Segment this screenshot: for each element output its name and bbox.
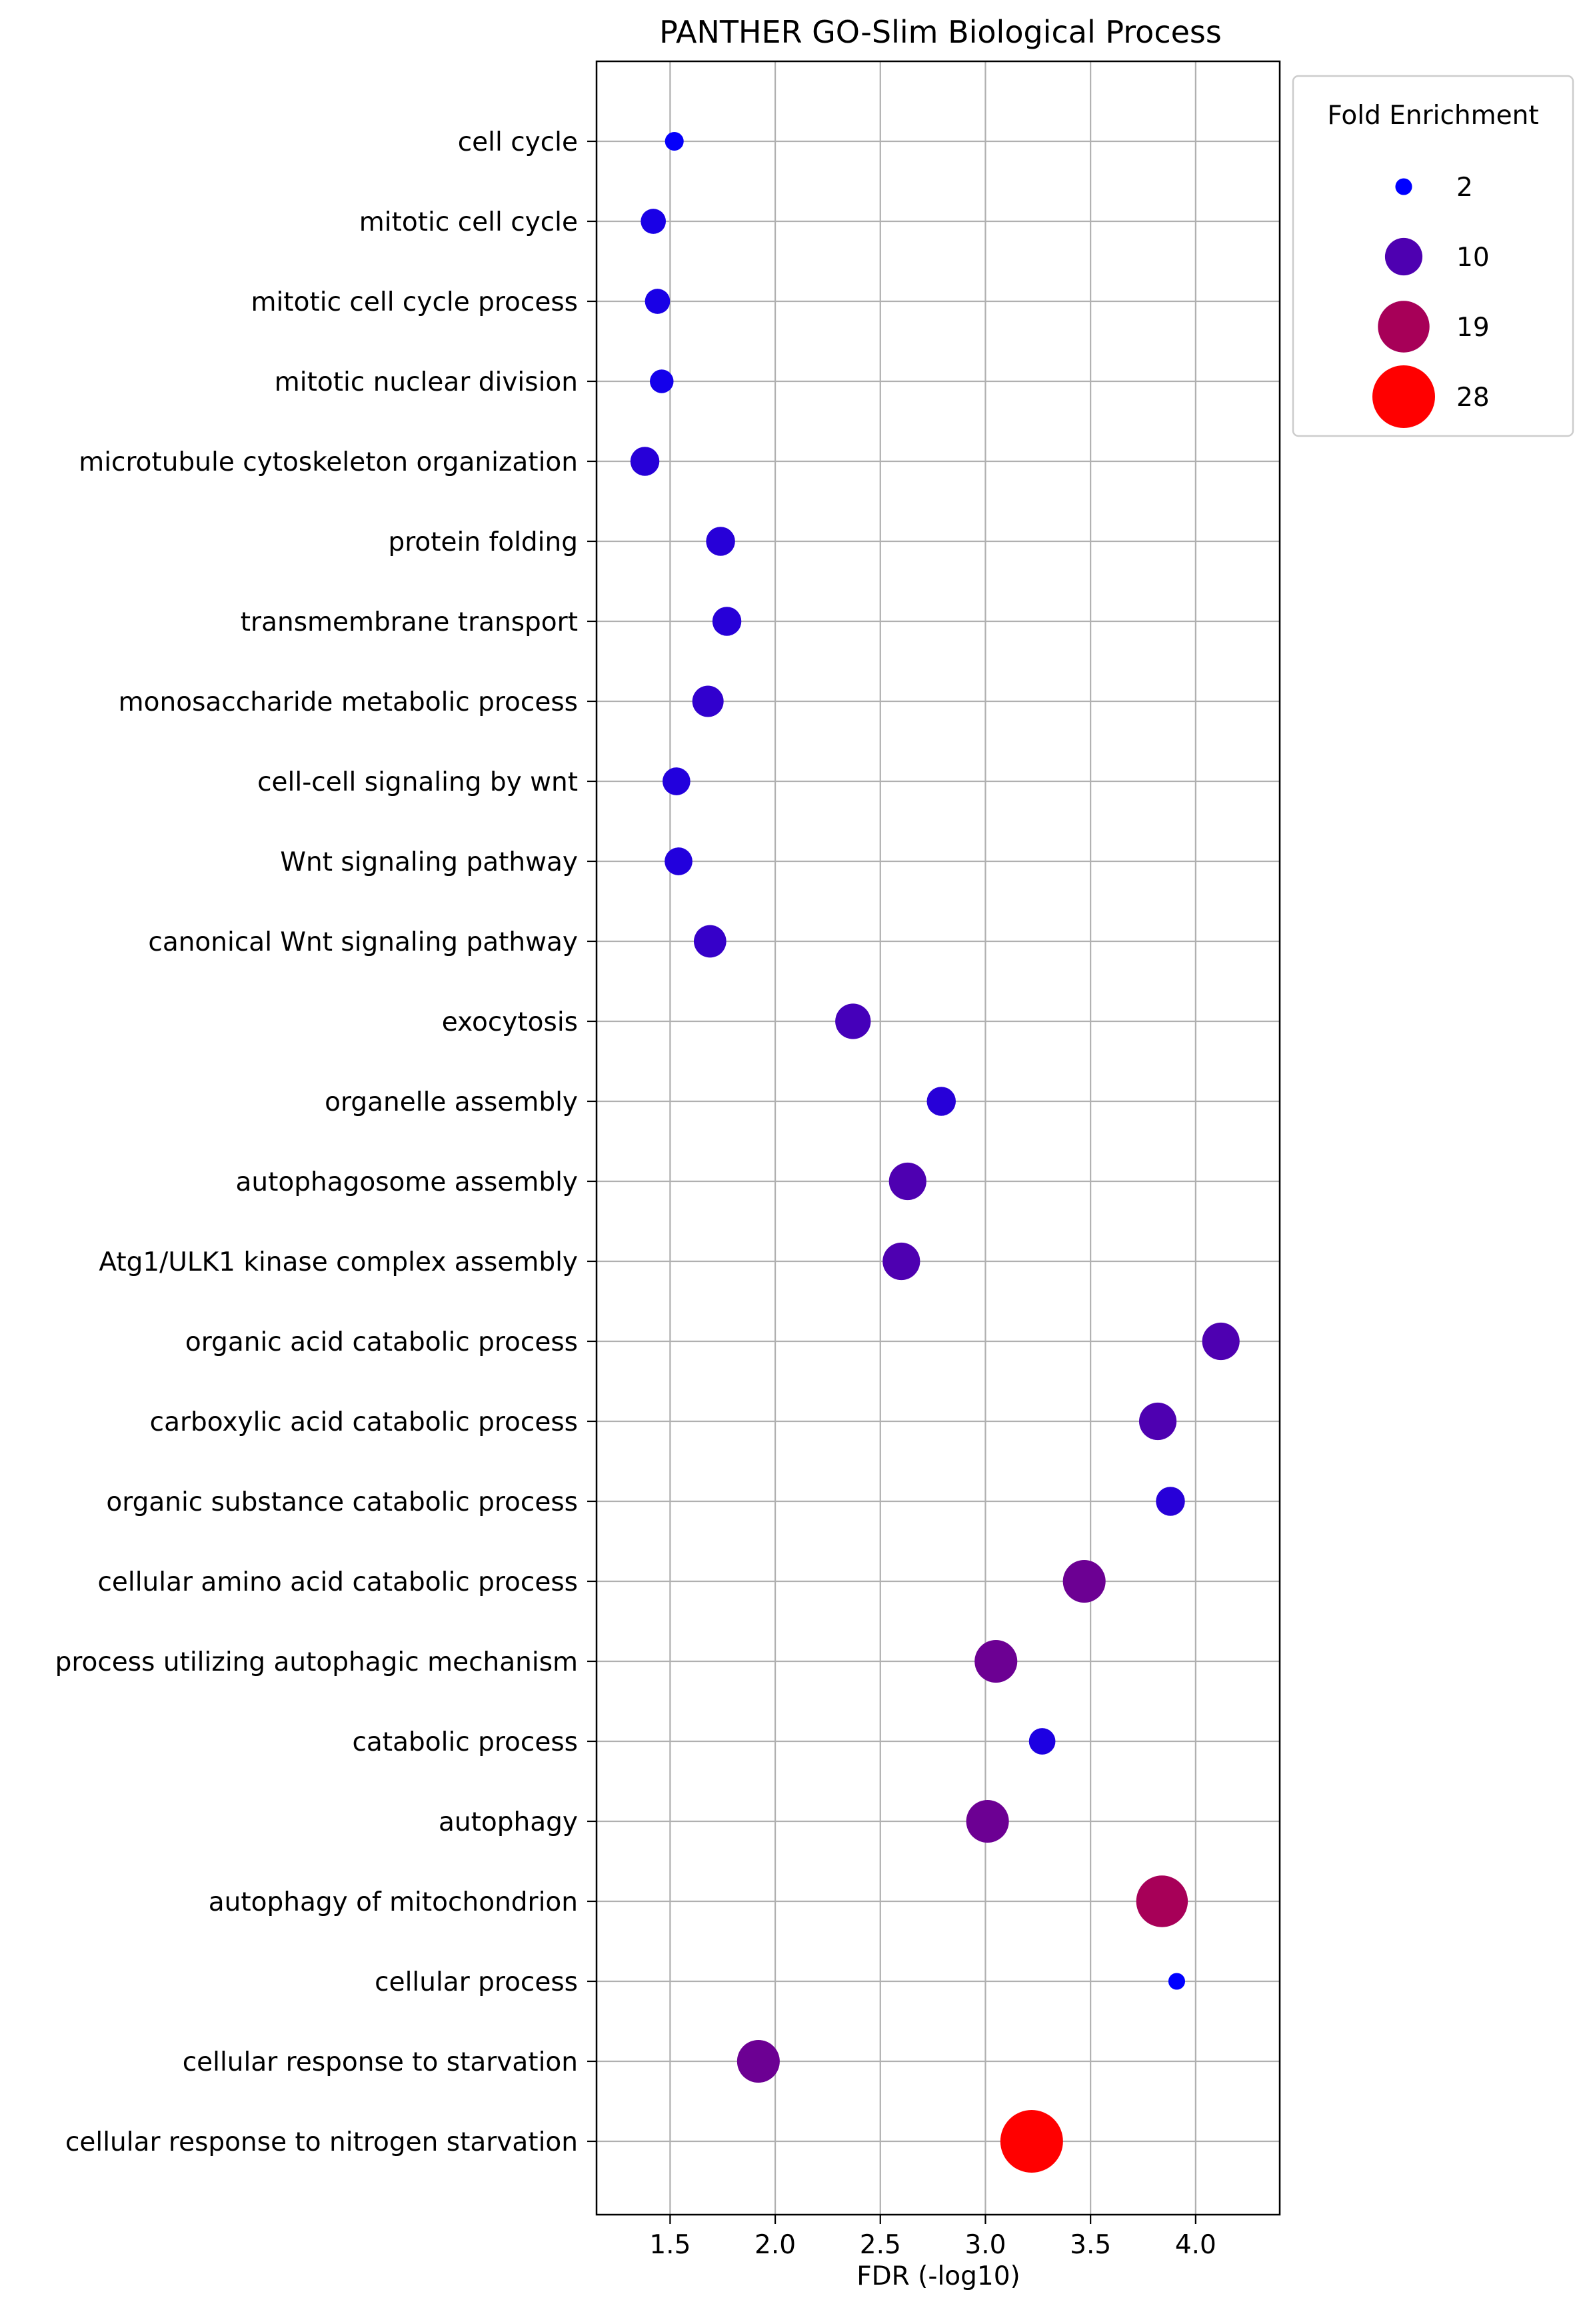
data-point (665, 847, 693, 875)
y-tick-label: catabolic process (352, 1727, 578, 1757)
y-tick-label: exocytosis (442, 1007, 578, 1037)
data-point (1000, 2110, 1063, 2173)
x-tick-label: 3.5 (1070, 2230, 1111, 2260)
y-tick-label: autophagy of mitochondrion (209, 1887, 578, 1917)
chart-title: PANTHER GO-Slim Biological Process (659, 14, 1222, 50)
legend-label: 28 (1456, 383, 1490, 413)
y-tick-label: organic substance catabolic process (106, 1487, 578, 1517)
y-tick-label: canonical Wnt signaling pathway (148, 927, 578, 957)
y-tick-label: organic acid catabolic process (185, 1327, 578, 1357)
data-point (1138, 1402, 1177, 1441)
x-tick-label: 2.0 (755, 2230, 796, 2260)
y-tick-label: cellular process (375, 1967, 578, 1997)
data-point (706, 527, 735, 556)
legend-label: 10 (1456, 243, 1490, 273)
x-axis: 1.5 2.0 2.5 3.0 3.5 4.0 (649, 2215, 1216, 2260)
y-tick-label: monosaccharide metabolic process (119, 687, 578, 717)
y-tick-label: Atg1/ULK1 kinase complex assembly (99, 1247, 578, 1277)
y-tick-label: cell-cell signaling by wnt (257, 767, 578, 797)
data-point (1062, 1559, 1106, 1603)
data-point (1136, 1875, 1188, 1927)
grid (597, 61, 1280, 2215)
y-tick-label: cell cycle (458, 127, 578, 157)
y-tick-label: cellular amino acid catabolic process (97, 1567, 578, 1597)
data-point (966, 1799, 1009, 1843)
y-tick-label: organelle assembly (325, 1087, 578, 1117)
x-tick-label: 3.0 (964, 2230, 1006, 2260)
y-tick-label: cellular response to nitrogen starvation (65, 2127, 578, 2157)
y-tick-label: mitotic cell cycle (359, 207, 578, 237)
legend-marker (1395, 178, 1412, 195)
legend-marker (1384, 237, 1423, 276)
data-point (1168, 1973, 1186, 1990)
data-point (630, 447, 660, 476)
y-axis: cell cycle mitotic cell cycle mitotic cell… (55, 127, 597, 2157)
y-tick-label: mitotic cell cycle process (251, 287, 578, 317)
y-tick-label: Wnt signaling pathway (280, 847, 578, 877)
x-tick-label: 1.5 (649, 2230, 691, 2260)
x-axis-title: FDR (-log10) (856, 2261, 1020, 2291)
y-tick-label: cellular response to starvation (183, 2047, 578, 2077)
data-point (888, 1162, 926, 1201)
x-tick-label: 4.0 (1175, 2230, 1216, 2260)
data-point (641, 209, 666, 234)
legend-marker (1378, 301, 1430, 353)
data-point (926, 1087, 956, 1116)
y-tick-label: carboxylic acid catabolic process (150, 1407, 578, 1437)
data-point (737, 2039, 780, 2083)
legend-label: 19 (1456, 313, 1490, 343)
legend-marker (1372, 365, 1435, 428)
legend: Fold Enrichment 2 10 19 28 (1292, 75, 1574, 437)
data-point (835, 1003, 871, 1039)
y-tick-label: microtubule cytoskeleton organization (79, 447, 578, 477)
y-tick-label: transmembrane transport (241, 607, 578, 637)
y-tick-label: autophagosome assembly (235, 1167, 578, 1197)
x-tick-label: 2.5 (860, 2230, 901, 2260)
legend-title: Fold Enrichment (1327, 101, 1538, 131)
data-point (692, 685, 724, 717)
y-tick-label: autophagy (439, 1807, 578, 1837)
y-tick-label: mitotic nuclear division (275, 367, 578, 397)
data-points (630, 131, 1240, 2173)
data-point (1028, 1728, 1056, 1755)
data-point (665, 131, 684, 151)
data-point (650, 369, 674, 393)
y-tick-label: protein folding (388, 527, 578, 557)
y-tick-label: process utilizing autophagic mechanism (55, 1647, 578, 1677)
data-point (1202, 1322, 1240, 1361)
data-point (712, 607, 742, 636)
legend-label: 2 (1456, 173, 1473, 203)
data-point (663, 767, 691, 795)
data-point (1156, 1487, 1185, 1516)
plot-frame (595, 60, 1281, 2216)
data-point (882, 1242, 920, 1281)
data-point (645, 289, 671, 314)
data-point (693, 925, 727, 958)
legend-box (1292, 75, 1574, 437)
data-point (974, 1639, 1018, 1683)
